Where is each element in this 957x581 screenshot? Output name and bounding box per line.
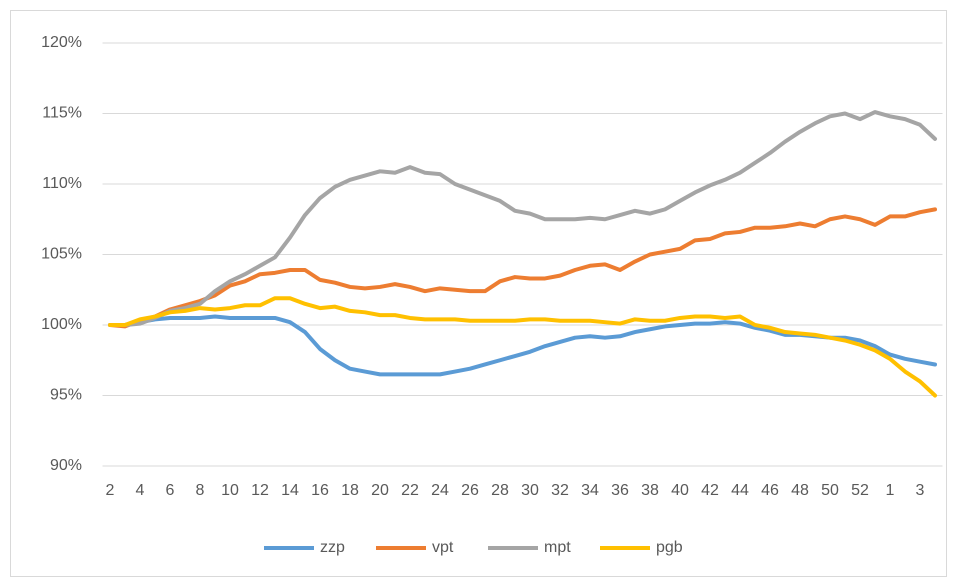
x-tick-label: 34 [581,482,599,499]
x-tick-label: 38 [641,482,659,499]
x-tick-label: 32 [551,482,569,499]
x-tick-label: 28 [491,482,509,499]
x-tick-label: 52 [851,482,869,499]
x-tick-label: 50 [821,482,839,499]
x-tick-label: 14 [281,482,299,499]
x-tick-label: 2 [106,482,115,499]
x-tick-label: 40 [671,482,689,499]
y-tick-label: 115% [42,105,82,122]
chart-frame [10,10,947,577]
x-tick-label: 20 [371,482,389,499]
y-tick-label: 120% [41,34,82,51]
x-tick-label: 16 [311,482,329,499]
x-tick-label: 26 [461,482,479,499]
series-line [108,207,937,329]
x-tick-label: 1 [886,482,895,499]
y-tick-label: 100% [41,316,82,333]
y-tick-label: 90% [50,457,82,474]
y-tick-label: 110% [42,175,82,192]
x-tick-label: 44 [731,482,749,499]
x-tick-label: 30 [521,482,539,499]
x-tick-label: 6 [166,482,175,499]
series-line [108,110,937,327]
x-tick-label: 24 [431,482,449,499]
y-tick-label: 95% [50,387,82,404]
x-tick-label: 4 [136,482,145,499]
x-tick-label: 48 [791,482,809,499]
legend-label: pgb [656,539,683,556]
legend-label: zzp [320,539,345,556]
legend-label: vpt [432,539,454,556]
series-line [108,296,937,398]
x-tick-label: 46 [761,482,779,499]
x-tick-label: 3 [916,482,925,499]
x-tick-label: 22 [401,482,419,499]
x-tick-label: 10 [221,482,239,499]
x-tick-label: 36 [611,482,629,499]
x-tick-label: 8 [196,482,205,499]
legend-label: mpt [544,539,571,556]
x-tick-label: 42 [701,482,719,499]
y-tick-label: 105% [41,246,82,263]
x-tick-label: 12 [251,482,269,499]
x-tick-label: 18 [341,482,359,499]
